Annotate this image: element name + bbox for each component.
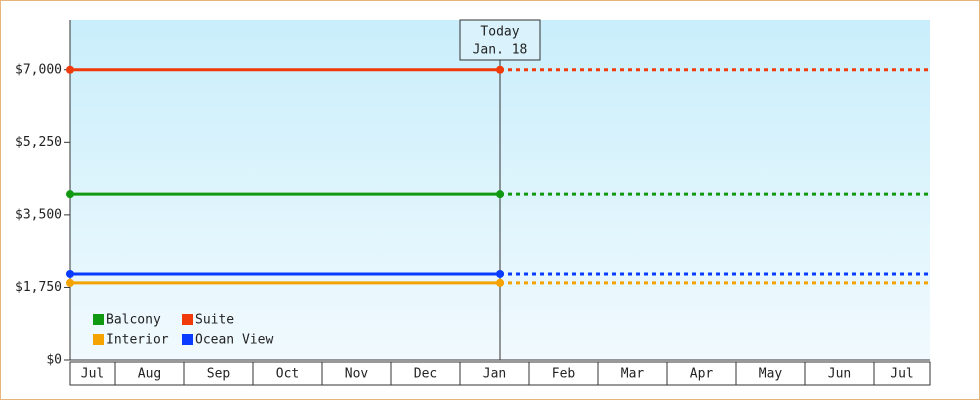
- x-tick-label: Jul: [81, 367, 104, 382]
- x-tick-label: May: [759, 367, 783, 382]
- x-tick-label: Feb: [552, 367, 576, 382]
- month-box: [873, 361, 931, 386]
- point: [496, 65, 504, 74]
- x-tick-label: Dec: [414, 367, 437, 382]
- legend-label: Balcony: [106, 313, 161, 328]
- today-title: Today: [480, 25, 519, 40]
- point: [66, 65, 74, 74]
- point: [496, 269, 504, 278]
- legend-swatch: [93, 334, 104, 345]
- x-tick-label: Apr: [690, 367, 714, 382]
- legend-swatch: [93, 314, 104, 325]
- today-date: Jan. 18: [473, 43, 528, 58]
- x-tick-label: Jan: [483, 367, 506, 382]
- y-tick-label: $1,750: [15, 280, 62, 295]
- x-tick-label: Sep: [207, 367, 231, 382]
- y-tick-label: $0: [46, 353, 62, 368]
- point: [496, 278, 504, 287]
- legend-label: Suite: [195, 313, 234, 328]
- y-tick-label: $5,250: [15, 135, 62, 150]
- point: [66, 190, 74, 199]
- x-tick-label: Aug: [138, 367, 161, 382]
- x-tick-label: Mar: [621, 367, 645, 382]
- legend-label: Interior: [106, 333, 169, 348]
- x-tick-label: Oct: [276, 367, 299, 382]
- legend-swatch: [182, 314, 193, 325]
- legend-swatch: [182, 334, 193, 345]
- today-box: [459, 19, 541, 61]
- x-tick-label: Nov: [345, 367, 369, 382]
- y-tick-label: $3,500: [15, 207, 62, 222]
- legend-label: Ocean View: [195, 333, 273, 348]
- point: [66, 269, 74, 278]
- x-tick-label: Jun: [828, 367, 851, 382]
- point: [496, 190, 504, 199]
- y-tick-label: $7,000: [15, 62, 62, 77]
- x-tick-label: Jul: [890, 367, 913, 382]
- point: [66, 278, 74, 287]
